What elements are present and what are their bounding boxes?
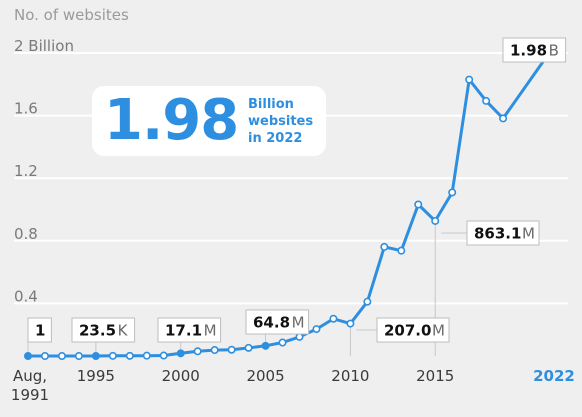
data-point (142, 351, 151, 360)
data-point (448, 188, 457, 197)
annotation-box (157, 317, 222, 343)
annotation-box (245, 309, 310, 335)
axis-layer: No. of websites 0.4 0.8 1.2 1.6 2 Billion Aug… (11, 6, 575, 404)
x-tick-label: Aug, (13, 367, 47, 385)
y-tick-label: 2 Billion (14, 37, 74, 55)
x-tick-label: 1995 (77, 367, 115, 385)
data-point (414, 200, 423, 209)
value-annotation: 64.8 M (245, 309, 310, 335)
data-point (244, 343, 253, 352)
x-tick-label: 2022 (533, 367, 575, 385)
data-point (278, 338, 287, 347)
x-tick-label-line2: 1991 (11, 386, 49, 404)
callout-caption-line2: websites (248, 114, 314, 129)
annotation-number: 23.5 (79, 322, 116, 340)
point-layer (23, 42, 558, 360)
annotation-box (71, 317, 136, 343)
headline-callout: 1.98 Billion websites in 2022 (92, 86, 326, 156)
data-point (312, 325, 321, 334)
y-tick-label: 1.2 (14, 162, 38, 180)
data-point (193, 347, 202, 356)
y-tick-label: 1.6 (14, 100, 38, 118)
annotation-unit: M (204, 322, 217, 340)
annotation-number: 863.1 (474, 225, 521, 243)
callout-caption-line3: in 2022 (248, 131, 303, 146)
value-annotation: 863.1 M (466, 220, 540, 246)
value-annotation: 23.5 K (71, 317, 136, 343)
data-point (227, 345, 236, 354)
data-point (499, 114, 508, 123)
annotation-box (466, 220, 540, 246)
annotation-number: 17.1 (165, 322, 202, 340)
annotation-unit: M (522, 225, 535, 243)
x-tick-label: 2000 (162, 367, 200, 385)
data-point (482, 96, 491, 105)
data-point (57, 351, 66, 360)
data-point (431, 216, 440, 225)
annotation-number: 207.0 (384, 322, 431, 340)
annotation-number: 1.98 (510, 42, 547, 60)
value-annotation: 207.0 M (376, 317, 450, 343)
data-point (210, 346, 219, 355)
annotation-unit: B (549, 42, 559, 60)
value-annotation: 1 (27, 317, 52, 343)
data-point (159, 351, 168, 360)
x-tick-label: 2010 (331, 367, 369, 385)
x-tick-label: 2005 (246, 367, 284, 385)
y-axis-title: No. of websites (14, 6, 129, 24)
data-point (397, 246, 406, 255)
annotation-number: 64.8 (253, 314, 290, 332)
y-tick-label: 0.4 (14, 287, 38, 305)
annotation-box (502, 37, 567, 63)
x-tick-label: 2015 (416, 367, 454, 385)
data-point (329, 314, 338, 323)
data-point (465, 75, 474, 84)
annotation-unit: M (292, 314, 305, 332)
callout-caption: Billion websites in 2022 (248, 96, 324, 147)
data-point (91, 351, 100, 360)
y-tick-label: 0.8 (14, 225, 38, 243)
data-point (74, 351, 83, 360)
data-point (346, 319, 355, 328)
data-point (108, 351, 117, 360)
data-point (23, 351, 32, 360)
annotation-box (27, 317, 52, 343)
value-annotation: 17.1 M (157, 317, 222, 343)
annotation-number: 1 (35, 322, 45, 340)
annotation-box (376, 317, 450, 343)
data-point (295, 332, 304, 341)
data-point (40, 351, 49, 360)
annotation-unit: K (118, 322, 129, 340)
data-point (380, 242, 389, 251)
data-point (176, 349, 185, 358)
data-point (363, 297, 372, 306)
callout-caption-line1: Billion (248, 97, 294, 112)
value-annotation: 1.98 B (502, 37, 567, 63)
data-point (125, 351, 134, 360)
annotation-unit: M (432, 322, 445, 340)
data-point (261, 341, 270, 350)
callout-value: 1.98 (104, 88, 239, 153)
